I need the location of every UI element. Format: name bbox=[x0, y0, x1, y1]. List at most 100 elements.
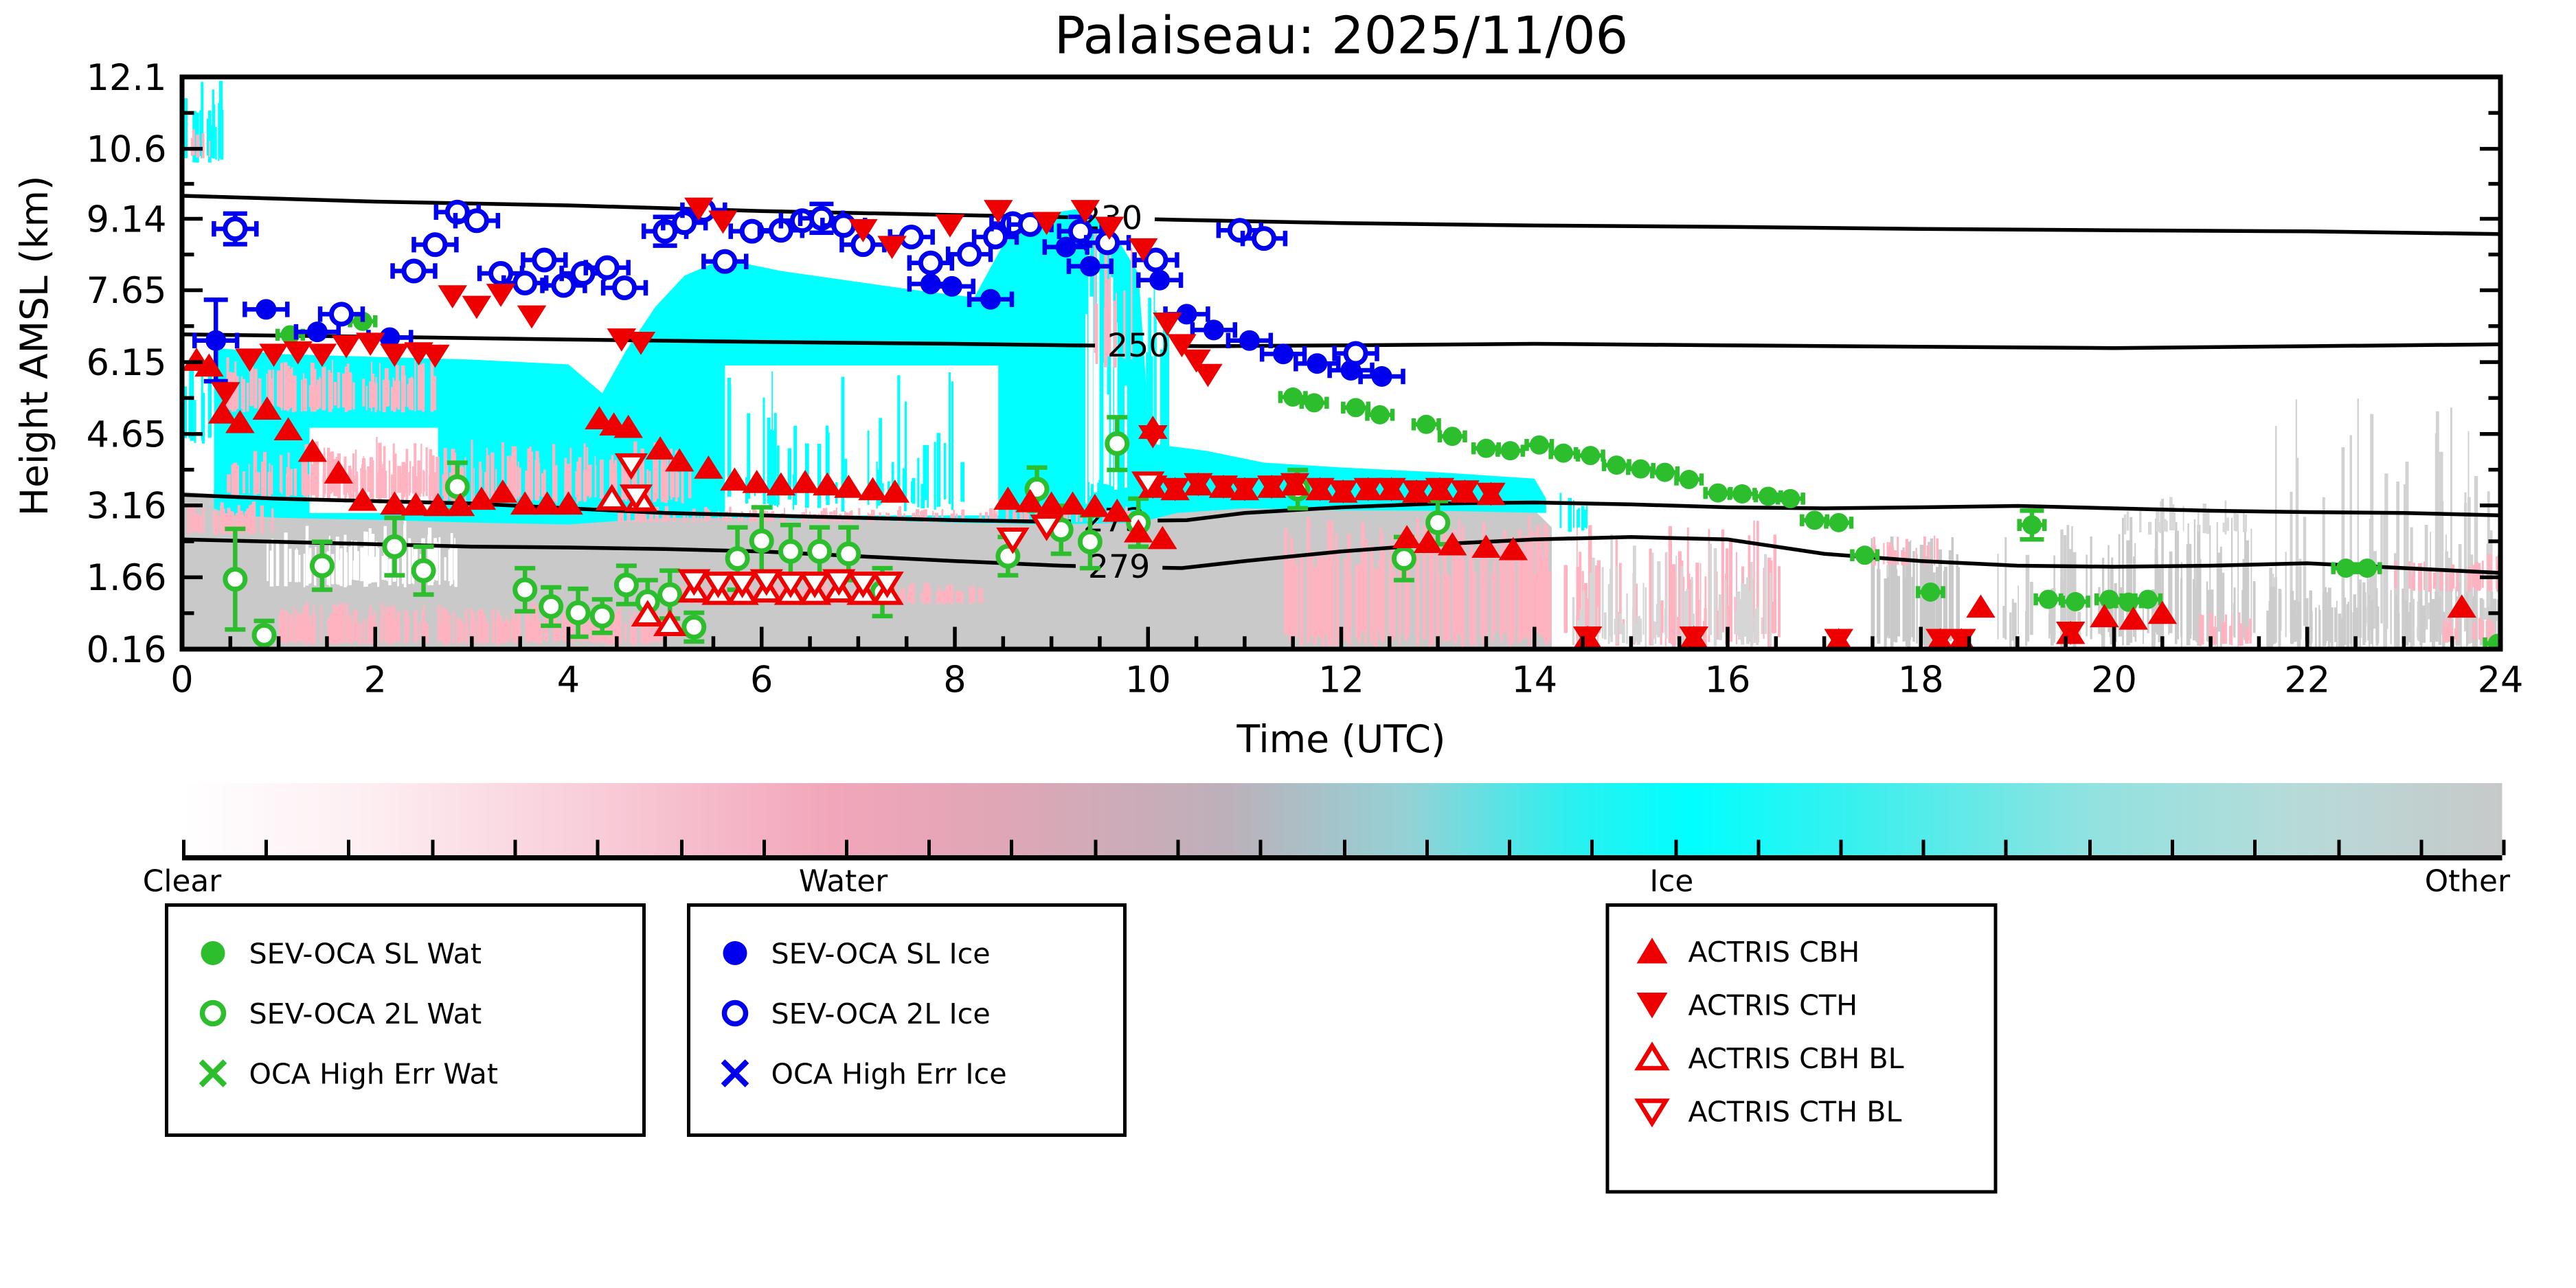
legend-item-label: ACTRIS CTH bbox=[1688, 988, 1858, 1021]
colorbar-tick bbox=[264, 839, 269, 855]
colorbar-tick bbox=[348, 839, 352, 855]
colorbar-tick bbox=[1673, 839, 1677, 855]
colorbar-tick bbox=[1425, 839, 1429, 855]
x-tick-label: 8 bbox=[943, 659, 966, 701]
colorbar-tick bbox=[1342, 839, 1346, 855]
colorbar-tick bbox=[1756, 839, 1760, 855]
circle-open-icon bbox=[199, 999, 227, 1027]
x-tick-label: 12 bbox=[1318, 659, 1364, 701]
colorbar-tick bbox=[2088, 839, 2092, 855]
colorbar-tick bbox=[1922, 839, 1926, 855]
legend-item-label: ACTRIS CBH BL bbox=[1688, 1041, 1904, 1074]
legend-item-label: OCA High Err Wat bbox=[249, 1057, 499, 1090]
x-tick-label: 6 bbox=[750, 659, 773, 701]
x-axis-label: Time (UTC) bbox=[1236, 719, 1446, 763]
legend-item-label: SEV-OCA 2L Ice bbox=[771, 997, 991, 1030]
colorbar-tick bbox=[1507, 839, 1511, 855]
y-tick-label: 10.6 bbox=[87, 128, 167, 170]
colorbar-tick bbox=[2336, 839, 2340, 855]
colorbar-tick bbox=[927, 839, 931, 855]
colorbar-tick bbox=[762, 839, 766, 855]
classification-colorbar bbox=[182, 783, 2506, 861]
legend-item: ACTRIS CBH bbox=[1631, 933, 1971, 971]
plot-title: Palaiseau: 2025/11/06 bbox=[1054, 7, 1629, 67]
colorbar-tick bbox=[844, 839, 848, 855]
x-tick-label: 4 bbox=[557, 659, 580, 701]
circle-filled-icon bbox=[723, 941, 747, 965]
triangle-up-filled-icon bbox=[1636, 938, 1668, 964]
colorbar-tick bbox=[2004, 839, 2009, 855]
colorbar-tick bbox=[2502, 839, 2506, 855]
y-tick-label: 0.16 bbox=[87, 629, 167, 671]
legend-item: ACTRIS CBH BL bbox=[1631, 1039, 1971, 1077]
x-tick-label: 20 bbox=[2091, 659, 2137, 701]
colorbar-tick bbox=[1093, 839, 1097, 855]
y-tick-label: 3.16 bbox=[87, 485, 167, 527]
x-tick-label: 10 bbox=[1125, 659, 1171, 701]
legend-item: ACTRIS CTH BL bbox=[1631, 1092, 1971, 1130]
legend-item: OCA High Err Ice bbox=[714, 1054, 1099, 1092]
y-tick-label: 12.1 bbox=[87, 57, 167, 99]
colorbar-label-clear: Clear bbox=[142, 866, 222, 900]
x-tick-label: 14 bbox=[1511, 659, 1557, 701]
colorbar-tick bbox=[430, 839, 434, 855]
triangle-down-filled-icon bbox=[1636, 993, 1668, 1019]
colorbar-label-ice: Ice bbox=[1649, 866, 1694, 900]
legend-box-water: SEV-OCA SL Wat SEV-OCA 2L Wat OCA High Err… bbox=[165, 903, 646, 1137]
legend-item: ACTRIS CTH bbox=[1631, 986, 1971, 1024]
colorbar-tick bbox=[2170, 839, 2174, 855]
y-tick-label: 7.65 bbox=[87, 270, 167, 312]
y-tick-label: 1.66 bbox=[87, 557, 167, 599]
x-tick-label: 22 bbox=[2284, 659, 2330, 701]
series-cbh bbox=[182, 348, 2476, 650]
triangle-down-open-icon bbox=[1634, 1098, 1670, 1128]
x-tick-label: 2 bbox=[364, 659, 387, 701]
colorbar-label-water: Water bbox=[798, 866, 888, 900]
colorbar-tick bbox=[1010, 839, 1015, 855]
colorbar-tick bbox=[1839, 839, 1843, 855]
y-tick-label: 4.65 bbox=[87, 414, 167, 456]
legend-item-label: SEV-OCA 2L Wat bbox=[249, 997, 482, 1030]
legend-item-label: SEV-OCA SL Ice bbox=[771, 936, 991, 970]
colorbar-tick bbox=[182, 839, 185, 855]
series-l2_ice bbox=[212, 197, 1379, 366]
triangle-up-open-icon bbox=[1634, 1041, 1670, 1071]
legend-box-ice: SEV-OCA SL Ice SEV-OCA 2L Ice OCA High Err… bbox=[687, 903, 1127, 1137]
x-tick-label: 0 bbox=[170, 659, 193, 701]
series-sl_wat bbox=[275, 311, 2500, 650]
colorbar-tick bbox=[2419, 839, 2423, 855]
legend-item: SEV-OCA 2L Ice bbox=[714, 995, 1099, 1032]
legend-item-label: OCA High Err Ice bbox=[771, 1057, 1007, 1090]
x-tick-label: 24 bbox=[2478, 659, 2524, 701]
circle-open-icon bbox=[721, 999, 749, 1027]
classification-background bbox=[182, 80, 2500, 649]
x-icon bbox=[199, 1059, 227, 1087]
legend-item: OCA High Err Wat bbox=[192, 1054, 618, 1092]
axes-frame: 0 2 4 6 8 10 12 14 16 18 20 22 240.161.663.164.656.1… bbox=[87, 57, 2524, 701]
legend-item-label: ACTRIS CTH BL bbox=[1688, 1094, 1902, 1128]
legend-item-label: ACTRIS CBH bbox=[1688, 935, 1860, 968]
y-tick-label: 6.15 bbox=[87, 342, 167, 384]
series-cth_bl bbox=[614, 453, 1165, 598]
legend-item-label: SEV-OCA SL Wat bbox=[249, 936, 482, 970]
legend-item: SEV-OCA SL Ice bbox=[714, 934, 1099, 972]
colorbar-tick bbox=[679, 839, 683, 855]
legend-item: SEV-OCA 2L Wat bbox=[192, 995, 618, 1032]
series-sl_ice bbox=[192, 236, 1405, 387]
contour-label-250: 250 bbox=[1107, 327, 1170, 365]
x-tick-label: 18 bbox=[1898, 659, 1944, 701]
x-tick-label: 16 bbox=[1705, 659, 1751, 701]
colorbar-tick bbox=[1259, 839, 1263, 855]
colorbar-tick bbox=[596, 839, 600, 855]
legend-box-actris: ACTRIS CBH ACTRIS CTH ACTRIS CBH BL ACTRIS … bbox=[1605, 903, 1998, 1194]
circle-filled-icon bbox=[201, 941, 225, 965]
x-icon bbox=[721, 1059, 749, 1087]
y-tick-label: 9.14 bbox=[87, 199, 167, 240]
legend-item: SEV-OCA SL Wat bbox=[192, 934, 618, 972]
colorbar-tick bbox=[513, 839, 517, 855]
colorbar-tick bbox=[1176, 839, 1180, 855]
colorbar-label-other: Other bbox=[2424, 866, 2510, 900]
colorbar-tick bbox=[2253, 839, 2257, 855]
